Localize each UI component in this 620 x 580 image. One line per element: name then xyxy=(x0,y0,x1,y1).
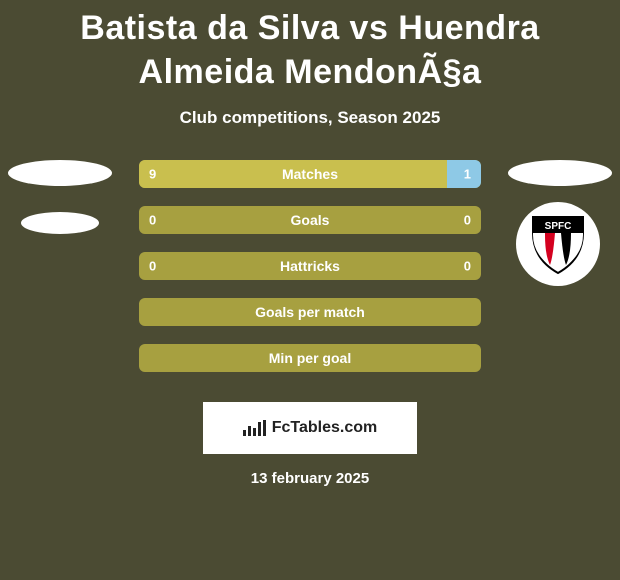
player1-placeholder xyxy=(8,160,112,260)
placeholder-pill xyxy=(21,212,99,234)
bar-chart-icon xyxy=(243,420,266,436)
spfc-shield-icon: SPFC xyxy=(527,213,589,275)
placeholder-pill xyxy=(8,160,112,186)
stat-value-left: 0 xyxy=(149,213,156,228)
stat-value-right: 0 xyxy=(464,213,471,228)
date-text: 13 february 2025 xyxy=(0,470,620,487)
placeholder-pill xyxy=(508,160,612,186)
stat-value-left: 9 xyxy=(149,167,156,182)
fctables-label: FcTables.com xyxy=(272,419,378,437)
stat-value-right: 1 xyxy=(464,167,471,182)
stat-row: 0 0 Goals xyxy=(139,206,481,234)
stat-label: Min per goal xyxy=(269,350,351,366)
stat-label: Hattricks xyxy=(280,258,340,274)
stat-bars: 9 1 Matches 0 0 Goals 0 0 Hattricks Goals per mat… xyxy=(139,160,481,372)
stat-value-left: 0 xyxy=(149,259,156,274)
stat-row: 9 1 Matches xyxy=(139,160,481,188)
stat-row: Min per goal xyxy=(139,344,481,372)
badge-text: SPFC xyxy=(545,221,572,232)
stat-label: Matches xyxy=(282,166,338,182)
stat-label: Goals per match xyxy=(255,304,365,320)
page-title: Batista da Silva vs Huendra Almeida Mend… xyxy=(0,6,620,94)
club-badge: SPFC xyxy=(516,202,600,286)
stats-area: SPFC 9 1 Matches 0 0 Goals 0 0 Hattricks Goals pe… xyxy=(0,160,620,390)
subtitle: Club competitions, Season 2025 xyxy=(0,108,620,128)
stat-value-right: 0 xyxy=(464,259,471,274)
fctables-watermark: FcTables.com xyxy=(203,402,417,454)
stat-row: 0 0 Hattricks xyxy=(139,252,481,280)
stat-row: Goals per match xyxy=(139,298,481,326)
stat-label: Goals xyxy=(291,212,330,228)
comparison-card: Batista da Silva vs Huendra Almeida Mend… xyxy=(0,0,620,580)
